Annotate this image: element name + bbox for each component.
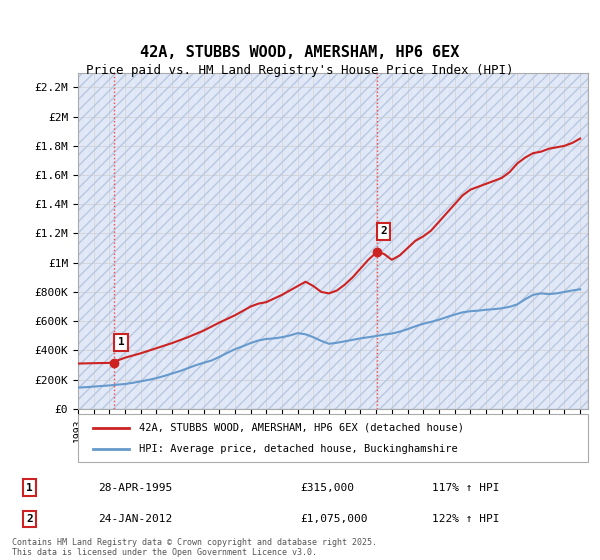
Text: 24-JAN-2012: 24-JAN-2012 — [98, 514, 173, 524]
Text: HPI: Average price, detached house, Buckinghamshire: HPI: Average price, detached house, Buck… — [139, 444, 458, 454]
Text: Price paid vs. HM Land Registry's House Price Index (HPI): Price paid vs. HM Land Registry's House … — [86, 64, 514, 77]
Text: 117% ↑ HPI: 117% ↑ HPI — [433, 483, 500, 493]
Text: Contains HM Land Registry data © Crown copyright and database right 2025.
This d: Contains HM Land Registry data © Crown c… — [12, 538, 377, 557]
Text: £315,000: £315,000 — [300, 483, 354, 493]
Text: 42A, STUBBS WOOD, AMERSHAM, HP6 6EX (detached house): 42A, STUBBS WOOD, AMERSHAM, HP6 6EX (det… — [139, 423, 464, 433]
Text: 2: 2 — [26, 514, 32, 524]
FancyBboxPatch shape — [78, 414, 588, 462]
Text: 122% ↑ HPI: 122% ↑ HPI — [433, 514, 500, 524]
Text: 1: 1 — [26, 483, 32, 493]
Text: 1: 1 — [118, 337, 124, 347]
Text: £1,075,000: £1,075,000 — [300, 514, 367, 524]
Text: 28-APR-1995: 28-APR-1995 — [98, 483, 173, 493]
Text: 42A, STUBBS WOOD, AMERSHAM, HP6 6EX: 42A, STUBBS WOOD, AMERSHAM, HP6 6EX — [140, 45, 460, 60]
Text: 2: 2 — [380, 226, 387, 236]
